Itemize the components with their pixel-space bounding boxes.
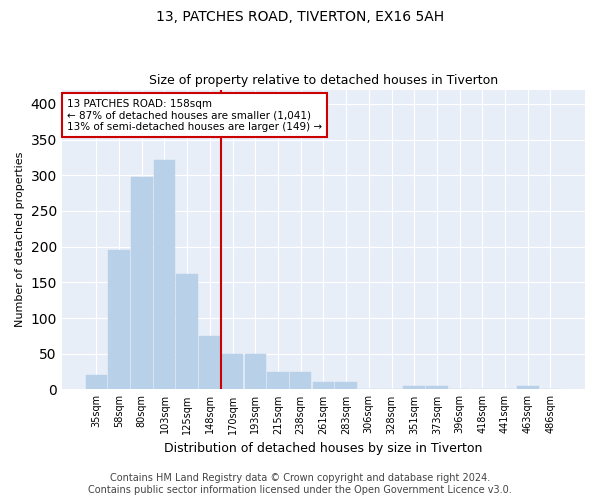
Text: 13, PATCHES ROAD, TIVERTON, EX16 5AH: 13, PATCHES ROAD, TIVERTON, EX16 5AH	[156, 10, 444, 24]
Bar	[517, 386, 539, 390]
Text: 13 PATCHES ROAD: 158sqm
← 87% of detached houses are smaller (1,041)
13% of semi: 13 PATCHES ROAD: 158sqm ← 87% of detache…	[67, 98, 322, 132]
Text: Contains HM Land Registry data © Crown copyright and database right 2024.
Contai: Contains HM Land Registry data © Crown c…	[88, 474, 512, 495]
Bar	[199, 336, 221, 390]
Bar	[131, 176, 152, 390]
Bar	[222, 354, 244, 390]
Bar	[267, 372, 289, 390]
Bar	[290, 372, 311, 390]
Title: Size of property relative to detached houses in Tiverton: Size of property relative to detached ho…	[149, 74, 498, 87]
Bar	[403, 386, 425, 390]
Bar	[86, 375, 107, 390]
Bar	[154, 160, 175, 390]
Bar	[335, 382, 357, 390]
Bar	[108, 250, 130, 390]
Bar	[176, 274, 198, 390]
Bar	[245, 354, 266, 390]
Bar	[313, 382, 334, 390]
Bar	[426, 386, 448, 390]
Y-axis label: Number of detached properties: Number of detached properties	[15, 152, 25, 327]
X-axis label: Distribution of detached houses by size in Tiverton: Distribution of detached houses by size …	[164, 442, 482, 455]
